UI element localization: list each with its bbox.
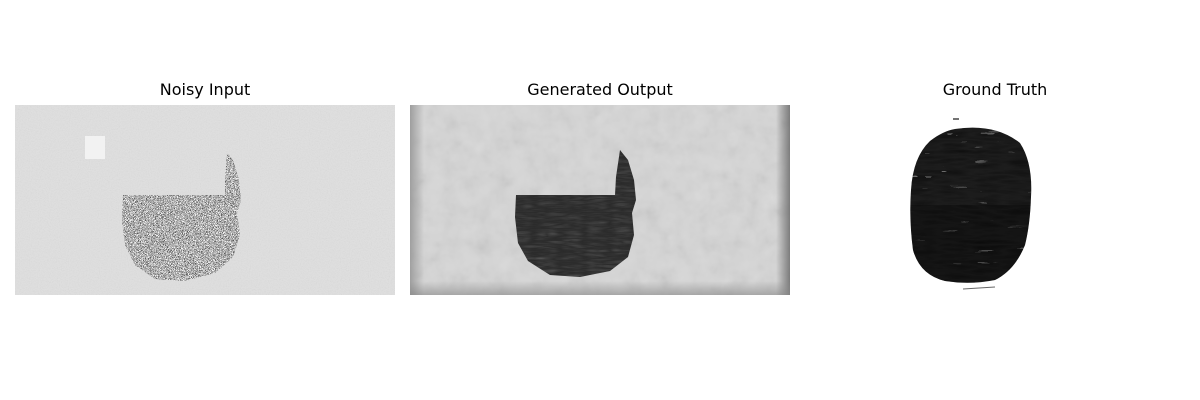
generated-output-image [410,105,790,295]
generated-output-title: Generated Output [527,80,673,99]
noisy-input-title: Noisy Input [159,80,251,99]
noisy-input-image [15,105,395,295]
ground-truth-image [805,105,1185,295]
ground-truth-title: Ground Truth [942,80,1048,99]
